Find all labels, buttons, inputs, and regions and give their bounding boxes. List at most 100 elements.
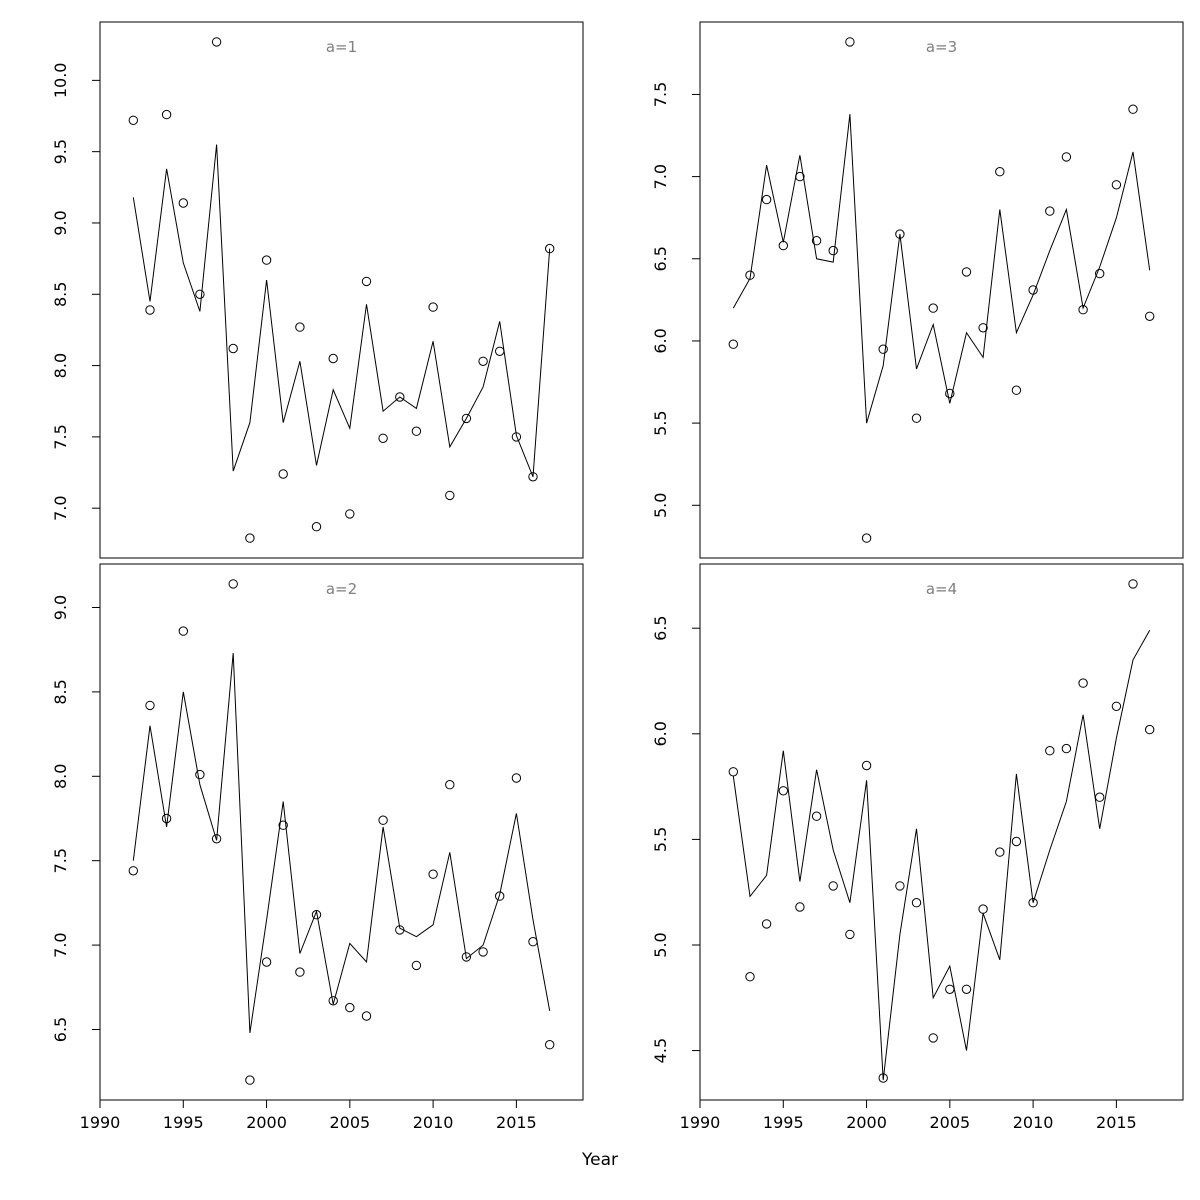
x-tick-label: 2000 [246, 1113, 287, 1132]
data-point [161, 109, 172, 120]
data-point [228, 579, 238, 589]
y-axis: 6.5 7.0 7.5 8.0 8.5 9.0 [51, 595, 100, 1042]
x-tick-label: 2010 [413, 1113, 454, 1132]
data-point [961, 984, 972, 994]
data-point [511, 773, 522, 783]
data-point [295, 322, 305, 332]
data-point [845, 37, 855, 47]
data-point [195, 289, 205, 299]
data-point [328, 353, 338, 364]
data-point [495, 891, 505, 901]
data-point [878, 1073, 888, 1083]
y-tick-label: 10.0 [51, 63, 70, 99]
data-point [1111, 701, 1122, 712]
data-point [428, 869, 438, 879]
data-point [995, 847, 1005, 857]
y-tick-label: 7.5 [51, 848, 70, 873]
panel-a2: 6.5 7.0 7.5 8.0 8.5 9.0 1990 1995 2000 2005 2010 20… [51, 563, 584, 1132]
data-point [528, 472, 538, 482]
panel-border [699, 21, 1184, 559]
panel-border [99, 21, 584, 559]
fit-line [732, 630, 1151, 1081]
panel-title: a=3 [926, 38, 957, 56]
data-point [328, 996, 338, 1006]
data-point [1028, 285, 1038, 295]
data-point [361, 1011, 372, 1021]
panel-a4: 4.5 5.0 5.5 6.0 6.5 1990 1995 2000 2005 2010 2015 a… [651, 563, 1184, 1132]
data-point [1061, 743, 1072, 754]
data-point [461, 413, 472, 424]
y-tick-label: 5.5 [651, 410, 670, 435]
data-point [1011, 385, 1022, 395]
y-tick-label: 6.5 [651, 615, 670, 640]
data-point [995, 167, 1005, 177]
y-tick-label: 8.5 [51, 679, 70, 704]
data-point [395, 925, 405, 935]
data-point [411, 426, 422, 436]
data-points [128, 579, 555, 1085]
data-point [1111, 180, 1122, 190]
data-point [795, 171, 805, 182]
data-point [1128, 104, 1138, 114]
data-point [745, 972, 755, 982]
data-point [128, 115, 139, 126]
data-point [211, 834, 222, 844]
data-point [728, 339, 739, 349]
y-tick-label: 7.0 [651, 164, 670, 189]
y-tick-label: 8.5 [51, 282, 70, 307]
y-tick-label: 9.5 [51, 139, 70, 164]
data-point [211, 37, 222, 47]
y-tick-label: 6.0 [651, 328, 670, 353]
data-point [778, 240, 789, 251]
data-point [861, 533, 872, 543]
x-tick-label: 1990 [80, 1113, 121, 1132]
fit-line [132, 653, 551, 1033]
data-point [945, 984, 955, 994]
data-point [828, 881, 838, 891]
data-point [978, 904, 988, 914]
data-points [728, 37, 1155, 543]
data-point [295, 967, 305, 977]
data-point [445, 780, 455, 790]
data-point [1011, 836, 1022, 847]
y-axis: 4.5 5.0 5.5 6.0 6.5 [651, 615, 700, 1063]
data-points [128, 37, 555, 543]
data-point [1145, 311, 1155, 321]
data-point [511, 432, 522, 442]
data-point [895, 229, 905, 239]
data-point [378, 815, 388, 825]
y-tick-label: 5.5 [651, 827, 670, 852]
y-tick-label: 8.0 [51, 353, 70, 378]
y-tick-label: 5.0 [651, 493, 670, 518]
x-tick-label: 2005 [929, 1113, 970, 1132]
data-point [478, 356, 488, 366]
y-tick-label: 9.0 [51, 595, 70, 620]
y-tick-label: 7.5 [51, 424, 70, 449]
x-tick-label: 2010 [1013, 1113, 1054, 1132]
data-point [928, 303, 938, 313]
panel-title: a=4 [926, 580, 957, 598]
data-point [1128, 579, 1138, 589]
fit-line [732, 114, 1151, 424]
x-tick-label: 1995 [763, 1113, 804, 1132]
data-point [378, 433, 388, 443]
x-tick-label: 2005 [329, 1113, 370, 1132]
data-point [278, 469, 288, 479]
data-point [1078, 678, 1088, 688]
data-point [945, 388, 955, 399]
x-axis-title: Year [582, 1150, 618, 1170]
data-point [928, 1033, 938, 1043]
data-point [528, 937, 538, 947]
data-point [428, 302, 438, 312]
data-point [145, 305, 155, 315]
data-point [411, 960, 422, 971]
y-tick-label: 7.0 [51, 932, 70, 957]
data-point [1145, 724, 1155, 735]
data-point [911, 413, 922, 423]
panel-a3: 5.0 5.5 6.0 6.5 7.0 7.5 a=3 [651, 21, 1184, 559]
data-point [545, 1040, 555, 1050]
y-tick-label: 4.5 [651, 1038, 670, 1063]
data-point [895, 881, 905, 891]
data-point [178, 198, 189, 208]
